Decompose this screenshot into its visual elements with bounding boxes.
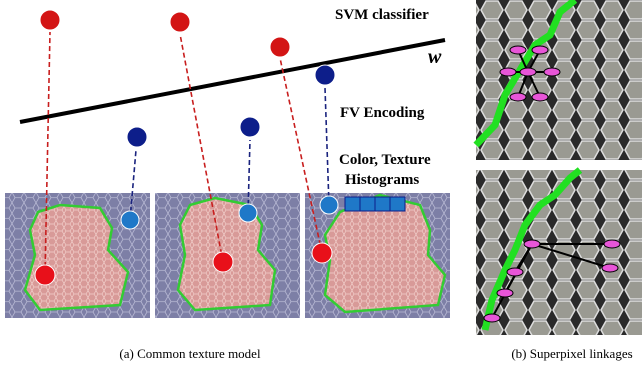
caption-b: (b) Superpixel linkages [511,346,632,361]
caption-a: (a) Common texture model [119,346,261,361]
w-label: w [428,46,442,68]
histograms-label: Histograms [345,172,419,188]
superpixel-panels [476,0,642,335]
svm-label: SVM classifier [335,7,429,23]
histogram [345,197,405,211]
fv-label: FV Encoding [340,105,425,121]
color-texture-label: Color, Texture [339,152,431,168]
figure: SVM classifier w FV Encoding Color, Text… [0,0,642,371]
